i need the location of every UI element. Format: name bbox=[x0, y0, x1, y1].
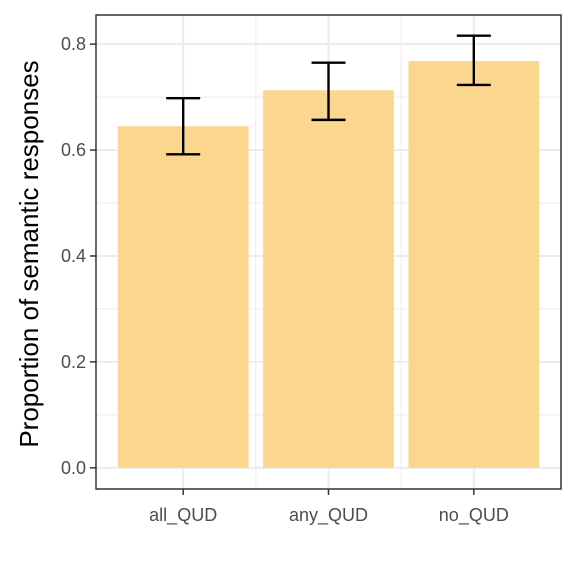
x-tick-label-no_QUD: no_QUD bbox=[439, 505, 509, 526]
bar-no_QUD bbox=[408, 61, 540, 468]
y-tick-label: 0.4 bbox=[61, 246, 86, 266]
x-tick-label-any_QUD: any_QUD bbox=[289, 505, 368, 526]
error-bar-all_QUD bbox=[166, 96, 201, 156]
bar-any_QUD bbox=[263, 90, 394, 468]
y-tick-label: 0.0 bbox=[61, 458, 86, 478]
error-bar-no_QUD bbox=[456, 34, 491, 87]
y-axis-ticks: 0.0 0.2 0.4 0.6 0.8 bbox=[61, 34, 96, 478]
y-tick-label: 0.2 bbox=[61, 352, 86, 372]
y-tick-label: 0.6 bbox=[61, 140, 86, 160]
bars bbox=[117, 61, 540, 468]
y-axis-title: Proportion of semantic responses bbox=[14, 60, 44, 447]
y-tick-label: 0.8 bbox=[61, 34, 86, 54]
error-bar-any_QUD bbox=[311, 61, 346, 122]
error-bars bbox=[166, 34, 491, 156]
bar-all_QUD bbox=[117, 126, 249, 468]
x-tick-label-all_QUD: all_QUD bbox=[149, 505, 217, 526]
x-axis-ticks: all_QUD any_QUD no_QUD bbox=[149, 489, 509, 526]
